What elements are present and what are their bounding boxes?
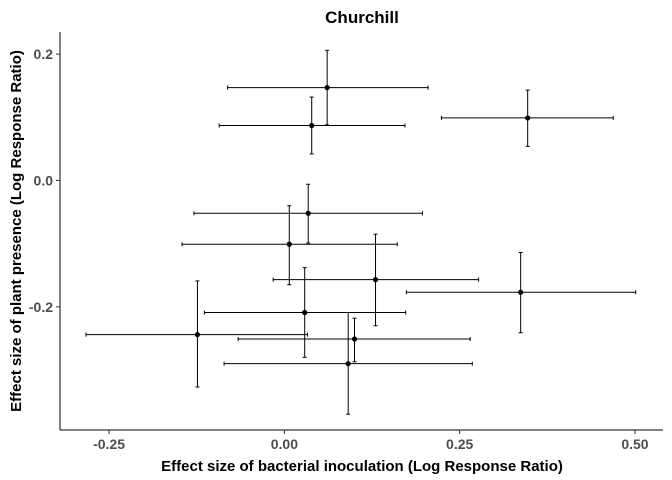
data-point	[194, 332, 201, 338]
data-point-group	[227, 49, 429, 126]
data-point-group	[193, 183, 424, 244]
data-point-group	[440, 89, 614, 147]
data-point-group	[272, 233, 480, 327]
data-point	[518, 289, 524, 295]
data-point-group	[405, 251, 637, 334]
y-axis-ticks: -0.2 0.0 0.2	[29, 46, 60, 315]
data-point-group	[237, 317, 471, 363]
data-point	[305, 210, 311, 216]
data-point	[372, 277, 379, 283]
y-tick-label: -0.2	[29, 299, 53, 315]
data-point	[309, 122, 315, 129]
y-tick-label: 0.0	[34, 172, 54, 188]
x-tick-label: -0.25	[93, 436, 125, 452]
y-axis-label: Effect size of plant presence (Log Respo…	[8, 50, 25, 412]
data-point-group	[181, 205, 398, 286]
data-point	[525, 115, 531, 121]
chart-title: Churchill	[325, 8, 399, 27]
x-tick-label: 0.50	[621, 436, 648, 452]
data-points	[85, 49, 637, 415]
data-point-group	[85, 280, 309, 388]
data-point	[351, 336, 358, 342]
data-point-group	[223, 311, 473, 415]
data-point	[345, 361, 351, 367]
data-point	[286, 241, 292, 247]
data-point-group	[218, 96, 406, 155]
x-axis-label: Effect size of bacterial inoculation (Lo…	[161, 458, 563, 475]
x-tick-label: 0.25	[446, 436, 473, 452]
data-point-group	[203, 267, 407, 358]
x-axis-ticks: -0.25 0.00 0.25 0.50	[93, 430, 649, 452]
data-point	[324, 84, 330, 91]
data-point	[302, 309, 308, 316]
x-tick-label: 0.00	[271, 436, 298, 452]
y-tick-label: 0.2	[34, 46, 54, 62]
